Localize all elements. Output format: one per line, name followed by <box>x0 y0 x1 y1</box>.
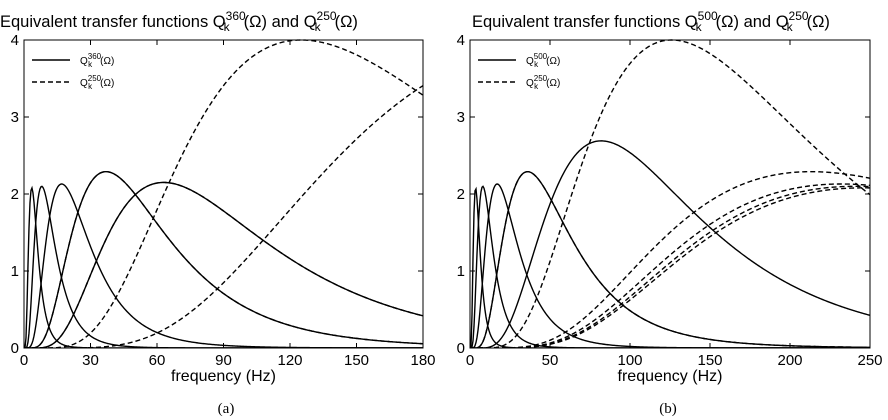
y-tick-label: 4 <box>11 32 19 49</box>
x-tick-label: 150 <box>344 352 369 369</box>
legend: Q360 k (Ω) Q250 k (Ω) <box>32 52 114 91</box>
x-axis-label: frequency (Hz) <box>618 368 723 385</box>
series-3-line <box>24 170 423 348</box>
x-tick-label: 0 <box>20 352 28 369</box>
legend: Q500 k (Ω) Q250 k (Ω) <box>478 52 560 91</box>
series-7-line <box>470 170 870 348</box>
y-tick-label: 3 <box>457 109 465 126</box>
y-tick-label: 3 <box>11 109 19 126</box>
x-tick-label: 150 <box>697 352 722 369</box>
x-tick-label: 200 <box>777 352 802 369</box>
series-0-line <box>24 185 423 348</box>
x-tick-label: 30 <box>82 352 99 369</box>
legend-label: Q500 k (Ω) <box>526 52 560 69</box>
x-tick-label: 60 <box>149 352 166 369</box>
x-tick-label: 250 <box>857 352 882 369</box>
y-tick-label: 4 <box>457 32 465 49</box>
y-tick-label: 1 <box>457 263 465 280</box>
y-tick-label: 2 <box>11 186 19 203</box>
series-5-line <box>470 170 870 348</box>
series-0-line <box>470 186 870 348</box>
chart-panel-a: Equivalent transfer functions Q360 k (Ω) a… <box>0 9 436 417</box>
series-10-line <box>470 187 870 348</box>
series-6-line <box>24 181 423 348</box>
series-4-line <box>470 140 870 348</box>
x-tick-label: 100 <box>617 352 642 369</box>
chart-title: Equivalent transfer functions Q360 k (Ω) a… <box>0 9 358 34</box>
y-tick-label: 2 <box>457 186 465 203</box>
x-tick-label: 180 <box>410 352 435 369</box>
panel-caption: (a) <box>218 401 235 417</box>
legend-label: Q250 k (Ω) <box>526 74 560 91</box>
chart-panel-b: Equivalent transfer functions Q500 k (Ω) a… <box>457 9 883 417</box>
y-tick-label: 0 <box>11 340 19 357</box>
legend-label: Q250 k (Ω) <box>80 74 114 91</box>
series-4-line <box>24 181 423 348</box>
x-tick-label: 120 <box>277 352 302 369</box>
series-2-line <box>24 183 423 348</box>
series-5-line <box>24 170 423 348</box>
x-tick-label: 0 <box>466 352 474 369</box>
series-8-line <box>24 85 423 348</box>
legend-label: Q360 k (Ω) <box>80 52 114 69</box>
x-tick-label: 90 <box>215 352 232 369</box>
panel-caption: (b) <box>659 401 677 417</box>
y-tick-label: 1 <box>11 263 19 280</box>
series-7-line <box>24 39 423 348</box>
chart-title: Equivalent transfer functions Q500 k (Ω) a… <box>472 9 830 34</box>
series-3-line <box>470 170 870 348</box>
x-axis-label: frequency (Hz) <box>171 368 276 385</box>
y-tick-label: 0 <box>457 340 465 357</box>
x-tick-label: 50 <box>542 352 559 369</box>
